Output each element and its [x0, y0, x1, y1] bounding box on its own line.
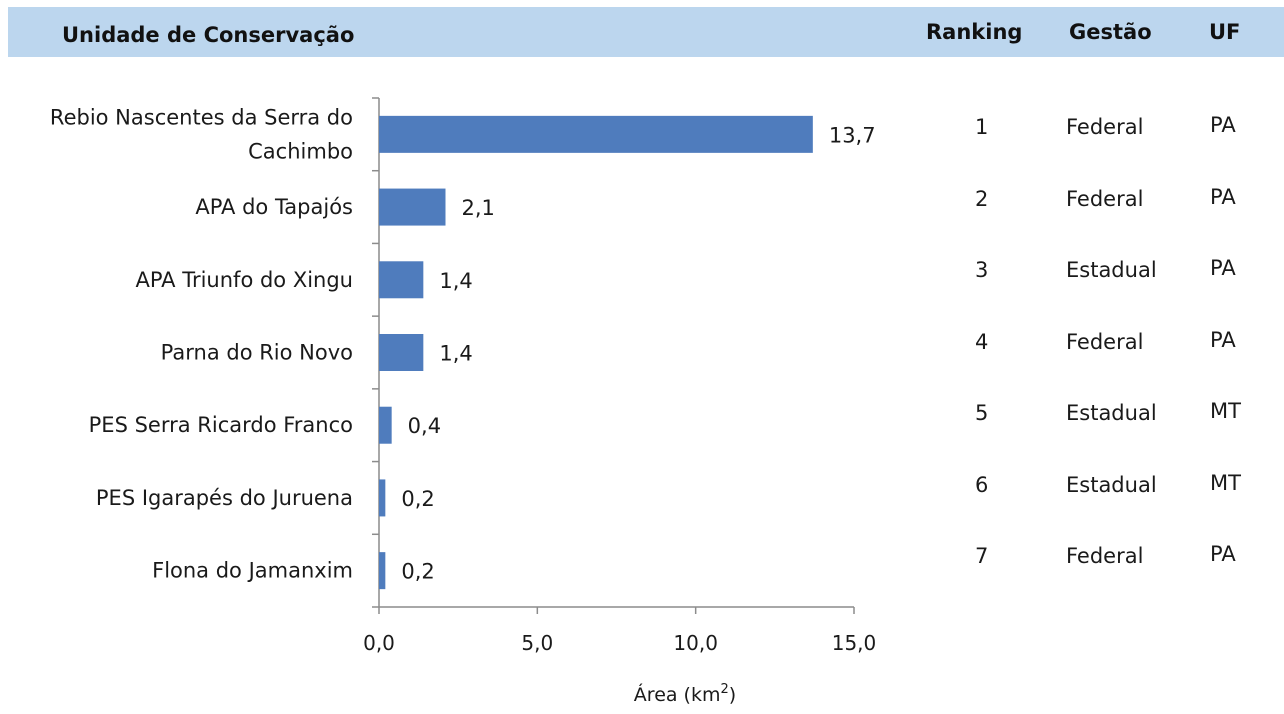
x-tick-label: 0,0: [363, 631, 395, 655]
gestao-cell: Federal: [1066, 544, 1144, 568]
category-label: APA Triunfo do Xingu: [136, 268, 354, 292]
ranking-cell: 7: [975, 544, 989, 568]
ranking-cell: 2: [975, 186, 989, 211]
gestao-cell: Estadual: [1066, 472, 1157, 497]
bar-value-label: 0,2: [401, 560, 434, 584]
bar: [379, 188, 446, 226]
x-tick-label: 10,0: [673, 631, 718, 655]
bar: [379, 115, 813, 153]
category-label: PES Serra Ricardo Franco: [89, 413, 353, 437]
bar-value-label: 0,4: [408, 414, 441, 438]
gestao-cell: Estadual: [1066, 401, 1157, 425]
bar-value-label: 2,1: [462, 196, 495, 220]
unit-column-header: Unidade de Conservação: [62, 23, 355, 47]
category-label: Rebio Nascentes da Serra do Cachimbo: [50, 105, 353, 163]
gestao-cell: Federal: [1066, 329, 1144, 354]
gestao-cell: Federal: [1066, 115, 1144, 139]
bar-value-label: 13,7: [829, 123, 876, 147]
gestao-column-header: Gestão: [1069, 20, 1152, 44]
ranking-cell: 1: [975, 115, 989, 139]
category-label: APA do Tapajós: [195, 195, 353, 219]
bar-value-label: 0,2: [401, 487, 434, 511]
x-axis-title: Área (km2): [634, 682, 736, 706]
x-tick-label: 5,0: [521, 631, 553, 655]
uf-cell: PA: [1210, 542, 1236, 566]
gestao-cell: Estadual: [1066, 258, 1157, 282]
ranking-column-header: Ranking: [926, 20, 1023, 44]
x-tick-label: 15,0: [832, 631, 877, 655]
bar: [379, 334, 424, 371]
header-band: [8, 7, 1284, 57]
bar-value-label: 1,4: [439, 269, 472, 293]
bar-value-label: 1,4: [439, 342, 472, 366]
category-label: PES Igarapés do Juruena: [96, 486, 353, 510]
ranking-cell: 6: [975, 472, 989, 497]
uf-cell: PA: [1210, 327, 1236, 352]
uf-cell: PA: [1210, 113, 1236, 137]
uf-cell: MT: [1210, 399, 1241, 423]
uf-column-header: UF: [1209, 20, 1241, 44]
ranking-cell: 4: [975, 329, 989, 354]
category-label: Parna do Rio Novo: [161, 341, 353, 365]
uf-cell: PA: [1210, 184, 1236, 209]
gestao-cell: Federal: [1066, 186, 1144, 211]
ranking-cell: 3: [975, 258, 989, 282]
category-label: Flona do Jamanxim: [152, 559, 353, 583]
bar: [379, 261, 424, 299]
uf-cell: PA: [1210, 256, 1236, 280]
uf-cell: MT: [1210, 470, 1241, 495]
ranking-cell: 5: [975, 401, 989, 425]
bar: [379, 406, 392, 444]
bar: [379, 479, 386, 517]
bar: [379, 552, 386, 590]
